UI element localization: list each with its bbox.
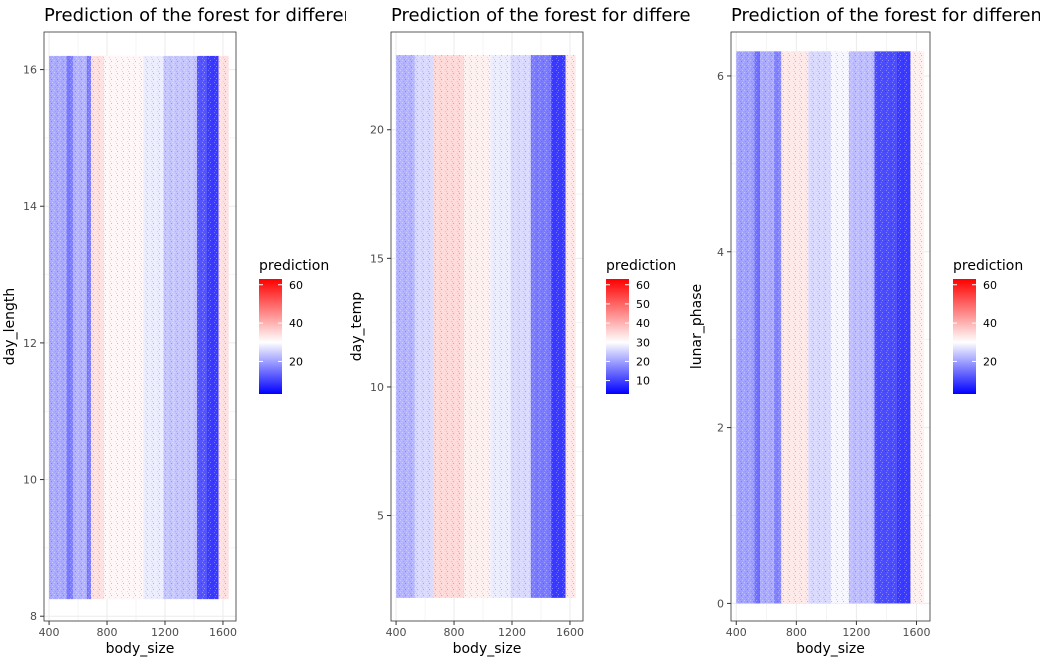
y-axis-title: day_length — [2, 288, 18, 365]
y-axis-title: day_temp — [349, 292, 365, 361]
heatmap-texture — [433, 55, 465, 598]
legend-colorbar — [606, 279, 629, 394]
heatmap-texture — [72, 55, 87, 600]
legend-label: 60 — [289, 279, 303, 292]
heatmap-texture — [414, 55, 434, 598]
legend-title: prediction — [606, 258, 676, 274]
x-tick-label: 1600 — [902, 626, 930, 639]
panel-border — [390, 31, 584, 622]
x-tick-label: 1600 — [209, 626, 237, 639]
heatmap-texture — [874, 51, 897, 604]
x-tick-label: 400 — [39, 626, 60, 639]
legend: prediction 20 40 60 — [953, 258, 1023, 394]
chart-title: Prediction of the forest for different — [391, 5, 709, 26]
y-axis-title: lunar_phase — [689, 284, 705, 369]
y-tick-label: 6 — [717, 70, 724, 83]
y-tick-label: 0 — [717, 597, 724, 610]
heatmap-texture — [49, 55, 67, 600]
y-tick-label: 15 — [370, 252, 384, 265]
legend-label: 40 — [289, 317, 303, 330]
legend-label: 20 — [636, 355, 650, 368]
heatmap-texture — [760, 51, 774, 604]
legend-label: 60 — [983, 279, 997, 292]
heatmap-texture — [490, 55, 511, 598]
y-tick-label: 4 — [717, 246, 724, 259]
y-tick-label: 12 — [23, 337, 37, 350]
legend-colorbar — [259, 279, 282, 394]
legend-label: 40 — [983, 317, 997, 330]
heatmap-texture — [91, 55, 105, 600]
legend-label: 20 — [289, 355, 303, 368]
x-tick-label: 400 — [726, 626, 747, 639]
x-tick-label: 400 — [386, 626, 407, 639]
x-tick-label: 1200 — [842, 626, 870, 639]
legend-colorbar — [953, 279, 976, 394]
heatmap-texture — [754, 51, 761, 604]
heatmap-texture — [173, 55, 197, 600]
heatmap-texture — [848, 51, 875, 604]
x-axis-title: body_size — [796, 641, 865, 657]
x-axis-title: body_size — [453, 641, 522, 657]
heatmap-texture — [66, 55, 73, 600]
y-tick-label: 20 — [370, 124, 384, 137]
heatmap-texture — [551, 55, 566, 598]
heatmap-texture — [196, 55, 208, 600]
legend-title: prediction — [259, 258, 329, 274]
heatmap-texture — [464, 55, 491, 598]
legend-label: 50 — [636, 298, 650, 311]
heatmap-texture — [510, 55, 531, 598]
heatmap-texture — [218, 55, 229, 600]
heatmap-texture — [910, 51, 924, 604]
y-tick-label: 2 — [717, 422, 724, 435]
y-tick-label: 14 — [23, 200, 37, 213]
heatmap-texture — [565, 55, 576, 598]
chart-title: Prediction of the forest for different — [731, 5, 1040, 26]
legend-label: 40 — [636, 317, 650, 330]
heatmap-texture — [736, 51, 755, 604]
facet-3: 400 800 1200 1600 0 2 4 6 body_size lunar_phase Pr… — [689, 5, 1040, 657]
heatmap-texture — [896, 51, 911, 604]
facet-2: 400 800 1200 1600 5 10 15 20 body_size day_temp Pr… — [349, 5, 709, 657]
y-tick-label: 16 — [23, 64, 37, 77]
heatmap-texture — [143, 55, 164, 600]
y-tick-label: 5 — [377, 510, 384, 523]
heatmap-texture — [86, 55, 92, 600]
heatmap-texture — [163, 55, 174, 600]
heatmap-texture — [115, 55, 144, 600]
legend-label: 20 — [983, 355, 997, 368]
heatmap-texture — [830, 51, 849, 604]
heatmap-texture — [808, 51, 831, 604]
legend-label: 30 — [636, 336, 650, 349]
x-tick-label: 1200 — [151, 626, 179, 639]
y-tick-label: 10 — [23, 474, 37, 487]
x-tick-label: 1200 — [498, 626, 526, 639]
panel-border — [43, 31, 237, 622]
heatmap-texture — [104, 55, 116, 600]
x-axis-title: body_size — [106, 641, 175, 657]
heatmap-texture — [530, 55, 552, 598]
y-tick-label: 10 — [370, 381, 384, 394]
legend-label: 10 — [636, 375, 650, 388]
heatmap-texture — [396, 55, 415, 598]
legend-label: 60 — [636, 279, 650, 292]
x-tick-label: 1600 — [556, 626, 584, 639]
heatmap-texture — [773, 51, 782, 604]
legend: prediction 20 40 60 — [259, 258, 329, 394]
heatmap-texture — [207, 55, 219, 600]
x-tick-label: 800 — [97, 626, 118, 639]
y-tick-label: 8 — [30, 610, 37, 623]
panel-border — [730, 31, 931, 622]
heatmap-texture — [781, 51, 809, 604]
x-tick-label: 800 — [444, 626, 465, 639]
facet-1: 400 800 1200 1600 8 10 12 14 16 body_size day_leng… — [2, 5, 362, 657]
x-tick-label: 800 — [786, 626, 807, 639]
legend: prediction 10 20 30 40 50 60 — [606, 258, 676, 394]
legend-title: prediction — [953, 258, 1023, 274]
chart-title: Prediction of the forest for different — [44, 5, 362, 26]
